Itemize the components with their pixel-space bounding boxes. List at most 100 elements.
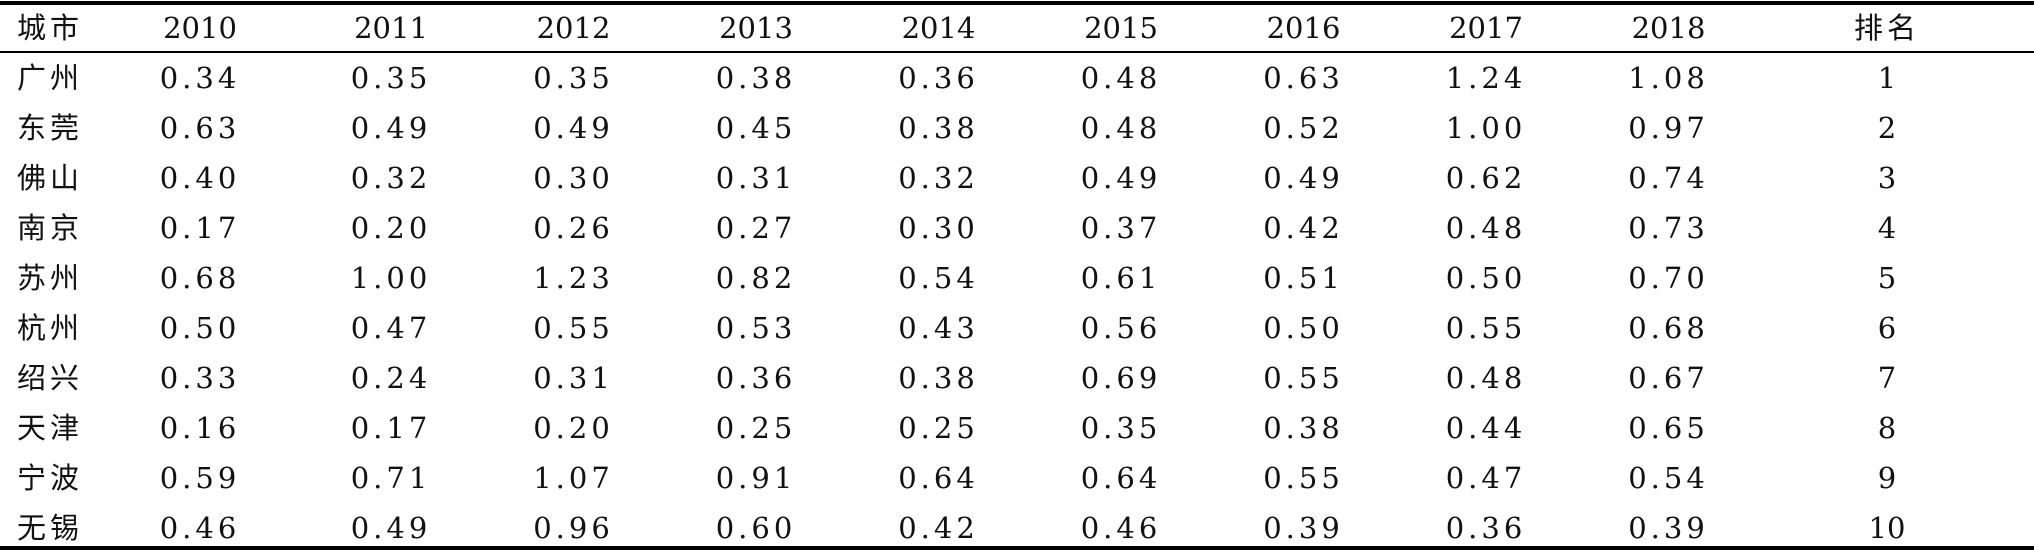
- cell-value: 0.42: [1263, 211, 1344, 245]
- cell-city: 南京: [16, 211, 83, 245]
- cell-value: 0.56: [1080, 311, 1162, 345]
- cell-value: 0.39: [1263, 511, 1344, 545]
- cell-value: 0.35: [350, 61, 432, 95]
- cell-value: 0.20: [350, 211, 432, 245]
- cell-value: 0.48: [1080, 61, 1162, 95]
- cell-value: 0.96: [533, 511, 614, 545]
- cell-rank: 8: [1877, 411, 1897, 445]
- cell-city: 绍兴: [16, 361, 83, 395]
- cell-value: 0.55: [533, 311, 614, 345]
- cell-value: 0.49: [533, 111, 614, 145]
- cell-city: 无锡: [16, 511, 83, 545]
- cell-value: 0.62: [1445, 161, 1527, 195]
- cell-value: 0.71: [350, 461, 432, 495]
- cell-value: 0.63: [1263, 61, 1344, 95]
- cell-value: 0.55: [1263, 461, 1344, 495]
- header-2016: 2016: [1266, 11, 1341, 45]
- cell-rank: 5: [1877, 261, 1897, 295]
- cell-value: 0.37: [1080, 211, 1162, 245]
- cell-value: 0.36: [1445, 511, 1527, 545]
- cell-value: 1.23: [533, 261, 614, 295]
- cell-value: 0.59: [159, 461, 241, 495]
- cell-value: 0.35: [533, 61, 614, 95]
- cell-value: 0.33: [159, 361, 241, 395]
- cell-value: 0.49: [1080, 161, 1162, 195]
- cell-value: 0.25: [715, 411, 797, 445]
- cell-value: 0.31: [533, 361, 614, 395]
- cell-value: 0.52: [1263, 111, 1344, 145]
- header-2015: 2015: [1084, 11, 1158, 45]
- cell-value: 0.49: [1263, 161, 1344, 195]
- cell-value: 0.32: [898, 161, 979, 195]
- cell-value: 0.42: [898, 511, 979, 545]
- cell-value: 0.54: [1628, 461, 1709, 495]
- cell-value: 0.25: [898, 411, 979, 445]
- cell-city: 杭州: [16, 311, 83, 345]
- cell-city: 广州: [16, 61, 83, 95]
- cell-value: 0.39: [1628, 511, 1709, 545]
- cell-value: 0.40: [159, 161, 241, 195]
- cell-value: 0.54: [898, 261, 979, 295]
- header-city: 城市: [16, 11, 83, 45]
- cell-value: 1.00: [1445, 111, 1527, 145]
- cell-value: 0.38: [898, 361, 979, 395]
- cell-value: 0.49: [350, 111, 432, 145]
- header-2018: 2018: [1631, 11, 1706, 45]
- cell-rank: 10: [1868, 511, 1906, 545]
- cell-city: 东莞: [16, 111, 83, 145]
- cell-value: 0.55: [1445, 311, 1527, 345]
- cell-value: 0.35: [1080, 411, 1162, 445]
- header-2013: 2013: [719, 11, 793, 45]
- cell-value: 0.34: [159, 61, 241, 95]
- cell-value: 0.64: [898, 461, 979, 495]
- cell-value: 0.26: [533, 211, 614, 245]
- cell-value: 0.20: [533, 411, 614, 445]
- cell-value: 0.16: [159, 411, 241, 445]
- cell-value: 0.47: [350, 311, 432, 345]
- cell-value: 0.48: [1080, 111, 1162, 145]
- cell-value: 0.48: [1445, 211, 1527, 245]
- cell-value: 0.49: [350, 511, 432, 545]
- cell-value: 0.45: [715, 111, 797, 145]
- cell-city: 宁波: [16, 461, 83, 495]
- cell-value: 0.97: [1628, 111, 1709, 145]
- header-rank: 排名: [1853, 11, 1920, 45]
- cell-rank: 1: [1877, 61, 1897, 95]
- cell-value: 0.60: [715, 511, 797, 545]
- cell-value: 0.51: [1263, 261, 1344, 295]
- cell-value: 0.47: [1445, 461, 1527, 495]
- cell-value: 0.50: [159, 311, 241, 345]
- cell-value: 0.65: [1628, 411, 1709, 445]
- cell-value: 0.38: [1263, 411, 1344, 445]
- cell-value: 1.08: [1628, 61, 1709, 95]
- cell-value: 0.64: [1080, 461, 1162, 495]
- cell-value: 0.46: [159, 511, 241, 545]
- cell-value: 0.46: [1080, 511, 1162, 545]
- cell-value: 0.17: [159, 211, 241, 245]
- cell-rank: 6: [1877, 311, 1897, 345]
- cell-value: 0.31: [715, 161, 797, 195]
- cell-value: 1.24: [1445, 61, 1527, 95]
- cell-value: 0.63: [159, 111, 241, 145]
- cell-value: 0.17: [350, 411, 432, 445]
- cell-value: 0.44: [1445, 411, 1527, 445]
- header-rule: [0, 51, 2034, 53]
- cell-rank: 9: [1877, 461, 1897, 495]
- cell-value: 0.91: [715, 461, 797, 495]
- bottom-rule: [0, 546, 2034, 550]
- header-2011: 2011: [354, 11, 428, 45]
- cell-value: 0.32: [350, 161, 432, 195]
- cell-city: 苏州: [16, 261, 83, 295]
- cell-value: 0.24: [350, 361, 432, 395]
- cell-rank: 2: [1877, 111, 1897, 145]
- cell-rank: 7: [1877, 361, 1897, 395]
- cell-value: 0.82: [715, 261, 797, 295]
- header-2012: 2012: [536, 11, 611, 45]
- cell-value: 0.73: [1628, 211, 1709, 245]
- cell-city: 天津: [16, 411, 83, 445]
- cell-value: 1.07: [533, 461, 614, 495]
- cell-value: 0.36: [898, 61, 979, 95]
- cell-value: 0.27: [715, 211, 797, 245]
- cell-value: 0.30: [898, 211, 979, 245]
